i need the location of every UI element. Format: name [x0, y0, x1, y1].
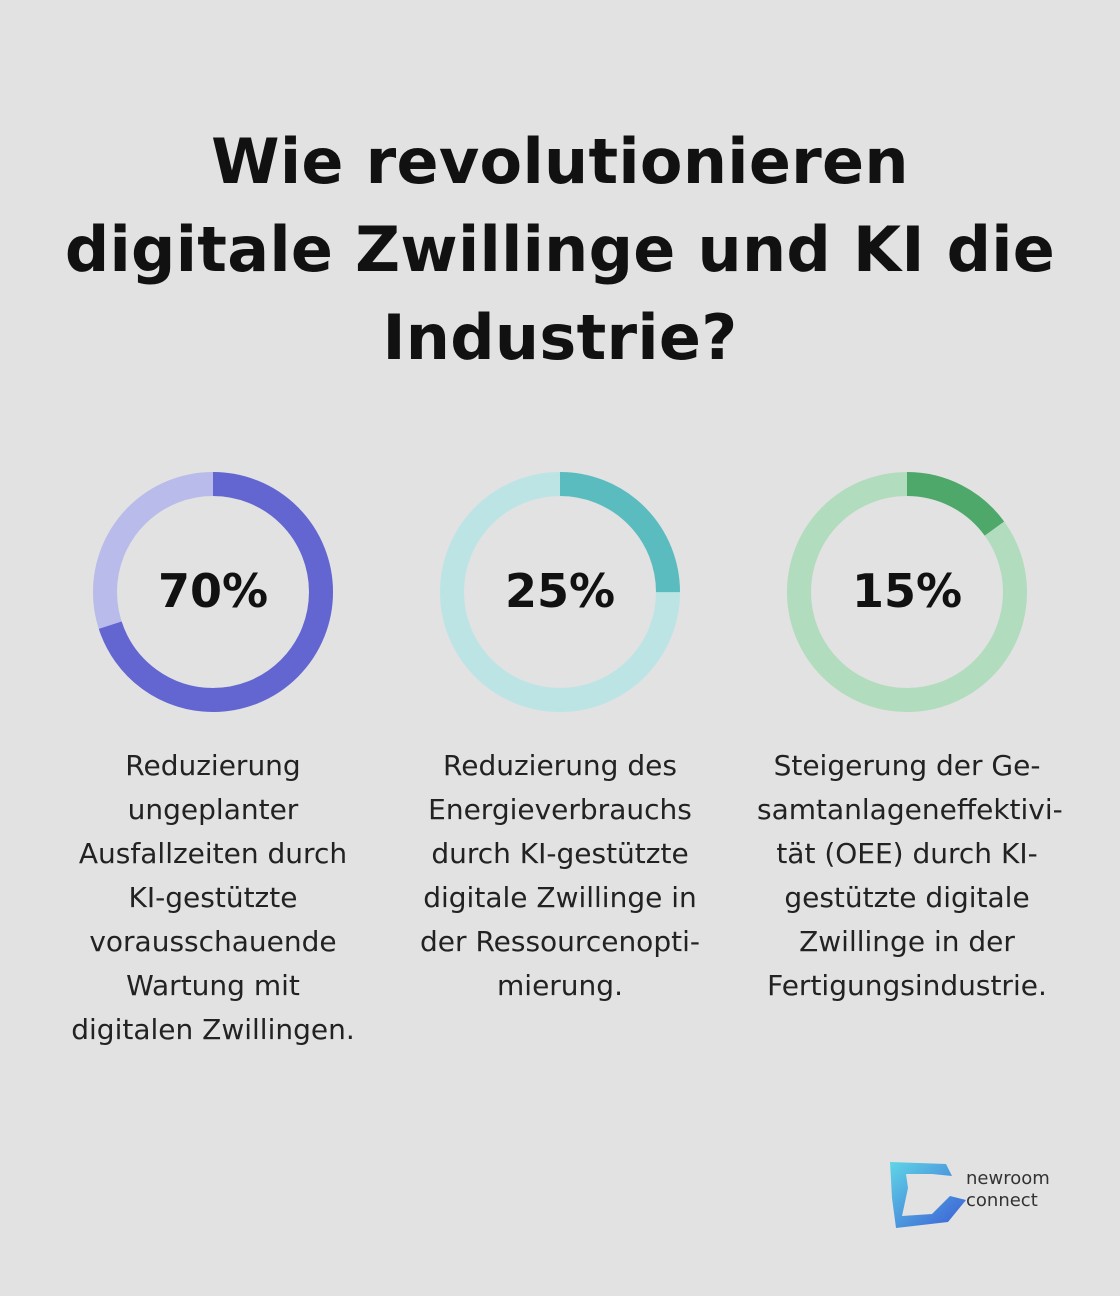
description-3-line: samtanlageneffektivi- — [757, 793, 1063, 826]
stat-card-1: 70% Reduzierung ungeplanter Ausfallzeite… — [63, 470, 363, 1052]
logo-wordmark: newroom connect — [966, 1168, 1050, 1212]
description-1-line: KI-gestützte — [128, 881, 298, 914]
description-3-line: Zwillinge in der — [799, 925, 1015, 958]
logo-line-1: newroom — [966, 1168, 1050, 1189]
description-1-line: Ausfallzeiten durch — [78, 837, 348, 870]
description-1: Reduzierung ungeplanter Ausfallzeiten du… — [63, 744, 363, 1052]
page-title: Wie revolutionieren digitale Zwillinge u… — [40, 118, 1080, 382]
stat-card-3: 15% Steigerung der Ge- samtanlageneffekt… — [757, 470, 1063, 1008]
donut-arc-3 — [787, 472, 1027, 712]
description-2-line: Energieverbrauchs — [428, 793, 692, 826]
description-2-line: mierung. — [497, 969, 623, 1002]
percent-label-3: 15% — [851, 564, 963, 618]
donut-arc-1 — [93, 472, 333, 712]
donut-chart-2 — [440, 472, 680, 712]
description-3-line: gestützte digitale — [784, 881, 1030, 914]
stat-card-2: 25% Reduzierung des Energieverbrauchs du… — [410, 470, 710, 1008]
description-3: Steigerung der Ge- samtanlageneffektivi-… — [757, 744, 1063, 1008]
description-1-line: Reduzierung — [125, 749, 301, 782]
title-line-3: Industrie? — [382, 301, 738, 374]
description-1-line: Wartung mit — [126, 969, 300, 1002]
description-1-line: ungeplanter — [127, 793, 299, 826]
description-2-line: digitale Zwillinge in — [423, 881, 697, 914]
donut-chart-1 — [93, 472, 333, 712]
newroom-connect-logo: newroom connect — [888, 1158, 1068, 1238]
description-2-line: der Ressourcenopti- — [420, 925, 700, 958]
percent-label-2: 25% — [504, 564, 616, 618]
donut-arc-2 — [440, 472, 680, 712]
description-1-line: vorausschauende — [89, 925, 337, 958]
description-3-line: Fertigungsindustrie. — [767, 969, 1047, 1002]
donut-chart-3 — [787, 472, 1027, 712]
description-2-line: Reduzierung des — [443, 749, 677, 782]
newroom-logo-icon — [890, 1162, 966, 1228]
title-line-1: Wie revolutionieren — [211, 125, 909, 198]
description-1-line: digitalen Zwillingen. — [71, 1013, 355, 1046]
description-3-line: tät (OEE) durch KI- — [776, 837, 1038, 870]
description-3-line: Steigerung der Ge- — [773, 749, 1041, 782]
percent-label-1: 70% — [157, 564, 269, 618]
description-2-line: durch KI-gestützte — [431, 837, 689, 870]
description-2: Reduzierung des Energieverbrauchs durch … — [410, 744, 710, 1008]
title-line-2: digitale Zwillinge und KI die — [64, 213, 1056, 286]
logo-line-2: connect — [966, 1190, 1038, 1211]
